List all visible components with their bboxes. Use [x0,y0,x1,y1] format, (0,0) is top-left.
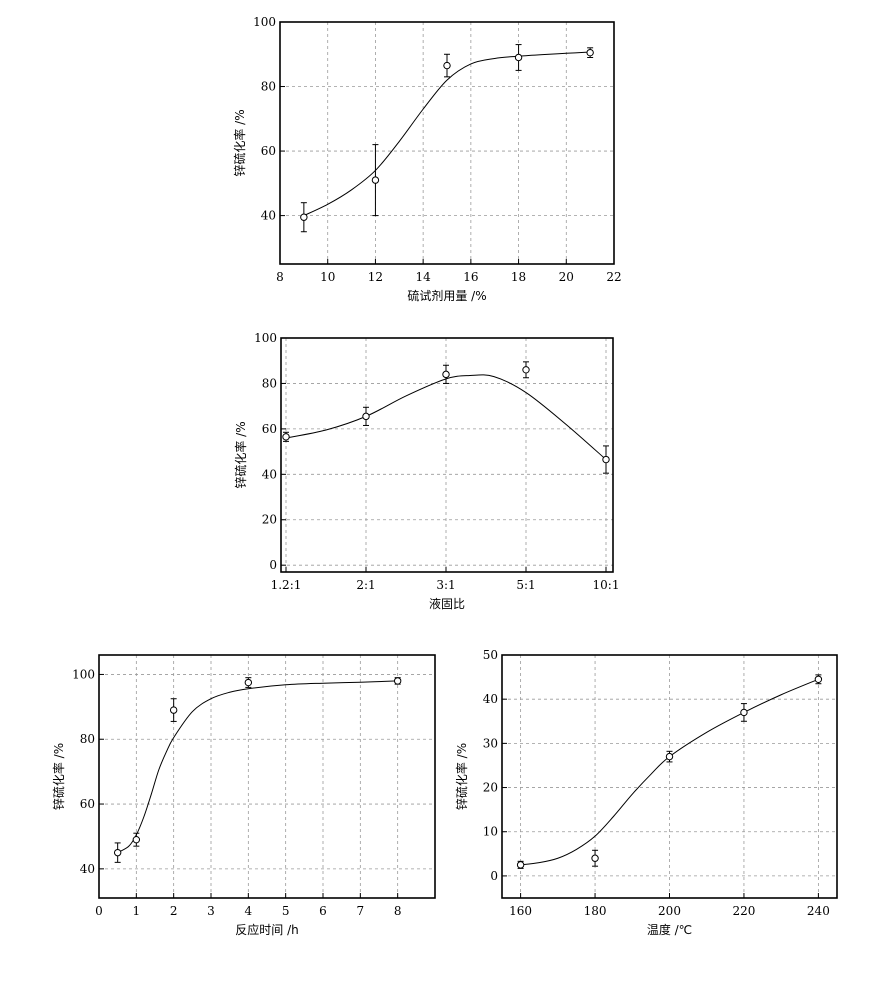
y-tick-label: 30 [483,736,498,750]
x-tick-label: 16 [463,270,478,284]
x-tick-label: 8 [276,270,284,284]
data-point [300,213,308,221]
data-point [282,433,290,441]
x-tick-label: 22 [606,270,621,284]
x-tick-label: 2 [170,904,178,918]
y-axis-label: 锌硫化率 /% [454,743,469,810]
x-tick-label: 3:1 [436,578,455,592]
fit-curve [303,51,591,217]
data-point [586,48,594,57]
y-tick-label: 50 [483,648,498,662]
data-point [371,176,380,184]
x-tick-label: 5:1 [516,578,535,592]
x-axis-label: 反应时间 /h [235,922,298,937]
y-tick-label: 40 [483,692,498,706]
data-point [591,854,599,862]
chart-2: 0 20 40 60 80 100 1.2:1 2:1 3:1 5:1 10:1 液固比 锌硫化率 /% [233,331,619,611]
data-point [169,706,178,714]
y-tick-label: 40 [262,467,277,481]
x-tick-label: 1.2:1 [271,578,302,592]
x-tick-label: 7 [357,904,365,918]
fit-curve [285,374,607,460]
y-tick-label: 40 [80,862,95,876]
y-tick-label: 60 [261,144,276,158]
data-point [522,366,530,374]
data-point [393,677,402,685]
y-tick-label: 20 [483,781,498,795]
x-tick-label: 3 [207,904,215,918]
x-tick-label: 12 [368,270,383,284]
x-tick-label: 10 [320,270,335,284]
chart-4: 0 10 20 30 40 50 160 180 200 220 240 温度 /℃ 锌硫化率 /% [454,648,838,937]
x-tick-label: 5 [282,904,290,918]
data-point [442,370,450,379]
x-tick-label: 0 [95,904,103,918]
x-tick-label: 14 [416,270,432,284]
x-axis-label: 液固比 [429,596,465,611]
data-point [665,752,674,761]
x-tick-label: 10:1 [593,578,620,592]
x-tick-label: 220 [732,904,755,918]
data-point [516,861,525,869]
x-tick-label: 180 [584,904,607,918]
y-axis-label: 锌硫化率 /% [233,421,248,488]
chart-3: 40 60 80 100 0 1 2 3 4 5 6 7 8 反应时间 /h 锌硫化率 /% [51,654,436,937]
x-tick-label: 200 [658,904,681,918]
y-tick-label: 80 [262,376,277,390]
y-tick-label: 0 [490,869,498,883]
y-tick-label: 20 [262,513,277,527]
y-tick-label: 100 [72,667,95,681]
y-tick-label: 80 [261,80,276,94]
x-axis-label: 硫试剂用量 /% [407,288,486,303]
data-point [740,708,748,717]
y-axis-label: 锌硫化率 /% [232,109,247,176]
y-axis-label: 锌硫化率 /% [51,743,66,810]
y-tick-label: 80 [80,732,95,746]
x-tick-label: 240 [807,904,830,918]
x-axis-label: 温度 /℃ [647,922,692,937]
y-tick-label: 10 [483,825,498,839]
plot-frame [279,21,615,265]
x-tick-label: 2:1 [356,578,375,592]
x-tick-label: 1 [133,904,141,918]
data-point [443,61,451,70]
plot-frame [98,654,436,899]
y-tick-label: 60 [262,422,277,436]
data-point [814,675,823,683]
x-tick-label: 160 [509,904,532,918]
data-point [514,53,523,62]
plot-frame [280,337,614,573]
y-tick-label: 100 [253,15,276,29]
plot-frame [501,654,838,899]
chart-1: 40 60 80 100 8 10 12 14 16 18 20 22 硫试剂用量 /% 锌硫化率 /% [232,15,622,303]
y-tick-label: 100 [254,331,277,345]
fit-curve [117,680,398,854]
x-tick-label: 6 [319,904,327,918]
x-tick-label: 4 [245,904,253,918]
y-tick-label: 40 [261,209,276,223]
x-tick-label: 8 [394,904,402,918]
data-point [132,835,141,844]
data-point [362,412,370,421]
data-point [244,678,253,687]
data-point [602,455,610,464]
x-tick-label: 20 [559,270,574,284]
data-point [113,848,122,857]
y-tick-label: 60 [80,797,95,811]
x-tick-label: 18 [511,270,526,284]
y-tick-label: 0 [269,558,277,572]
